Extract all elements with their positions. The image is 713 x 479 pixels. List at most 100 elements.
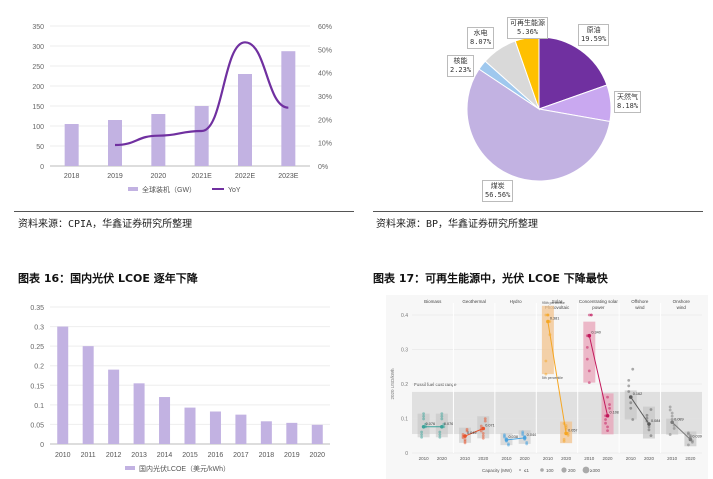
x-tick-label: 2023E [278,173,299,180]
scatter-point [670,414,674,418]
scatter-point [687,431,690,435]
scatter-point [587,369,591,373]
y-tick-label: 250 [32,64,44,71]
bar [311,424,323,444]
scatter-point [629,401,633,405]
endpoint-label: 0.071 [485,424,495,428]
source-note-left: 资料来源：CPIA，华鑫证券研究所整理 [18,219,193,230]
x-tick-label: 2020 [151,173,167,180]
y-axis-label: 2020 USD/kWh [390,368,395,400]
endpoint-label: 0.057 [568,428,578,432]
panel-title: Geothermal [462,299,486,304]
scatter-point [668,408,672,412]
scatter-point [631,418,635,421]
endpoint-label: 0.044 [527,433,537,437]
endpoint-label: 0.340 [591,331,601,335]
scatter-point [422,417,425,421]
scatter-point [627,384,631,388]
y-tick-label: 0.3 [401,348,408,354]
endpoint-label: 0.084 [651,419,661,423]
x-tick-label: 2021E [192,173,213,180]
bar [108,120,122,166]
y2-tick-label: 20% [318,117,332,124]
y2-tick-label: 40% [318,71,332,78]
x-tick-label: 2020 [437,456,448,461]
fossil-cost-band [412,391,702,435]
y-tick-label: 50 [36,144,44,151]
panel-title: power [592,305,605,310]
pie-label: 水电 8.07% [467,27,495,49]
bar [194,106,209,166]
divider-right [373,211,703,212]
scatter-point [483,417,487,421]
capacity-legend-title: Capacity (MW) [482,468,512,473]
scatter-point [585,357,589,361]
trend-line [630,396,650,425]
trend-line [547,321,567,434]
trend-line [506,437,525,441]
pie-label: 可再生能源 5.36% [507,17,548,39]
bar [151,114,166,166]
x-tick-label: 2013 [131,452,147,459]
endpoint-label: 0.089 [674,417,684,421]
endpoint-marker [647,422,651,426]
fossil-label: Fossil fuel cost range [414,382,457,387]
trend-line [671,421,691,440]
scatter-point [585,346,589,349]
scatter-point [627,390,631,393]
x-tick-label: 2019 [284,452,300,459]
y2-tick-label: 30% [318,94,332,101]
scatter-point [420,430,423,434]
y2-tick-label: 60% [318,24,332,31]
yoy-line [114,41,289,147]
endpoint-marker [440,424,444,429]
scatter-point [608,406,611,410]
y-tick-label: 0.35 [30,305,44,312]
pie-label-name: 核能 [453,57,468,65]
scatter-point [606,395,609,399]
scatter-point [668,405,672,409]
global-capacity-chart: 0 50 100 150 200 250 300 350 0% 10% 20% 30% 40% 50% 60… [32,24,332,194]
x-tick-label: 2020 [478,456,489,461]
x-tick-label: 2010 [55,452,71,459]
scatter-point [479,429,483,433]
scatter-point [442,422,446,426]
x-tick-label: 2010 [667,456,678,461]
y-tick-label: 100 [32,124,44,131]
scatter-point [481,436,485,440]
percentile-label: 5th percentile [542,376,563,380]
x-tick-label: 2010 [626,456,637,461]
scatter-point [465,427,469,431]
scatter-point [424,422,427,426]
endpoint-marker [546,319,550,324]
panel-title: Photovoltaic [545,305,570,310]
y-tick-label: 0 [40,442,44,449]
scatter-point [438,430,442,434]
endpoint-label: 0.049 [467,431,477,435]
scatter-point [507,442,510,446]
legend-label-line: YoY [228,187,241,194]
scatter-point [687,443,690,447]
capacity-legend-marker [582,466,590,474]
y-tick-label: 0.15 [30,383,44,390]
scatter-point [521,430,525,434]
scatter-point [422,412,425,416]
endpoint-label: 0.381 [550,317,560,321]
trend-line [464,428,484,437]
endpoint-label: 0.162 [633,392,643,396]
scatter-point [544,372,548,376]
y-tick-label: 0.2 [401,382,408,388]
capacity-legend-marker [561,467,567,473]
pie-label: 天然气 8.18% [614,91,642,113]
x-tick-label: 2010 [419,456,430,461]
percentile-box [541,305,554,375]
bar [64,124,79,166]
endpoint-label: 0.039 [692,435,702,439]
pie-label: 核能 2.23% [447,55,475,77]
scatter-point [440,417,444,421]
endpoint-label: 0.038 [508,435,518,439]
y-tick-label: 150 [32,104,44,111]
scatter-point [438,433,442,437]
percentile-box [624,390,637,420]
scatter-point [481,434,485,438]
